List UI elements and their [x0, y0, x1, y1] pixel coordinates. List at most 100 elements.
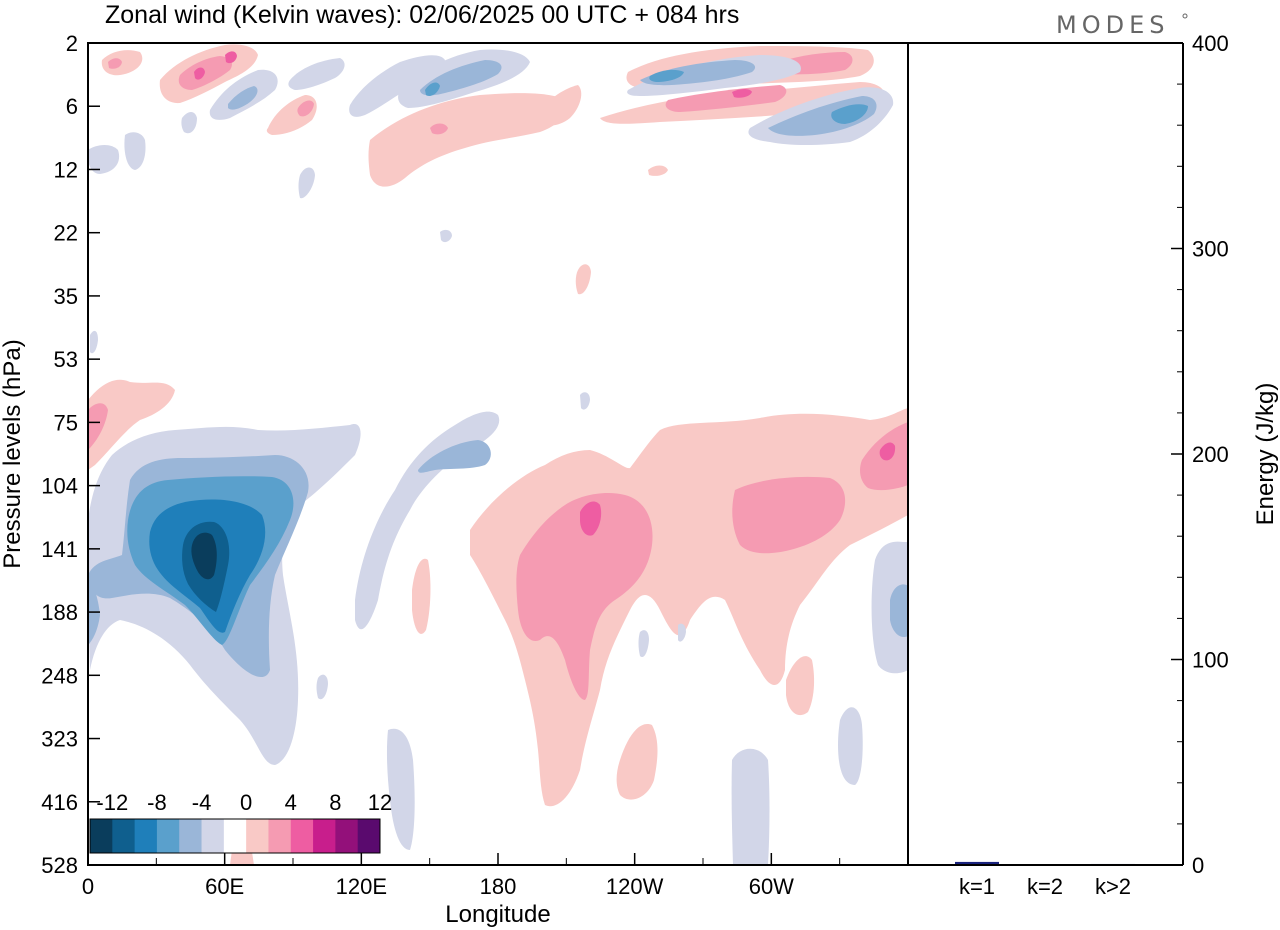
contour-westerly-240w-low	[786, 656, 815, 716]
y-tick-label: 6	[66, 94, 78, 119]
colorbar-label: 4	[285, 790, 297, 815]
y-tick-label: 104	[41, 474, 78, 499]
colorbar-labels: -12 -8 -4 0 4 8 12	[96, 790, 392, 815]
logo-registered-mark	[1182, 13, 1188, 19]
modes-logo: MODES	[1056, 11, 1169, 39]
contour-upper-westerly-80e-4	[297, 100, 314, 117]
contour-upper-westerly-10e-4	[108, 58, 122, 69]
energy-bar-chart: 0 100 200 300 400 k=1 k=2 k>2 Energy (J/kg)	[908, 31, 1279, 899]
colorbar-label: 0	[240, 790, 252, 815]
contour-upper-westerly-mid	[575, 264, 591, 295]
colorbar-swatch	[357, 819, 381, 853]
energy-categories: k=1 k=2 k>2	[959, 874, 1131, 899]
y-tick-label: 2	[66, 31, 78, 56]
y-tick-label: 12	[54, 157, 78, 182]
colorbar-label: -12	[96, 790, 128, 815]
contour-upper-easterly-mid	[298, 167, 315, 199]
pressure-axis: 2 6 12 22 35 53 75 104 141 188 248 323 416 528	[41, 31, 100, 878]
contour-westerly-75	[88, 379, 175, 470]
x-tick-label: 60W	[749, 874, 794, 899]
x-tick-label: 120W	[606, 874, 664, 899]
contour-easterly-110w-small	[678, 623, 686, 642]
colorbar-swatches	[89, 818, 381, 854]
contour-easterly-170e	[355, 411, 500, 630]
contour-upper-westerly-40e-8b	[225, 51, 237, 64]
y-tick-label: 141	[41, 537, 78, 562]
y-axis-title: Pressure levels (hPa)	[0, 339, 26, 568]
y-tick-label: 35	[54, 284, 78, 309]
contour-westerly-4	[516, 493, 653, 700]
x-tick-label: 180	[480, 874, 517, 899]
contour-easterly-120e-mid	[580, 392, 590, 410]
contour-easterly-0e-upper	[90, 330, 98, 354]
contour-upper-westerly-180	[540, 85, 582, 126]
contour-upper-westerly-205w-8	[732, 89, 752, 98]
energy-tick-label: 0	[1192, 853, 1204, 878]
contour-upper-westerly-40e-8	[194, 67, 205, 80]
contour-upper-easterly-0e	[88, 145, 120, 174]
colorbar-swatch	[268, 819, 292, 853]
longitude-axis: 0 60E 120E 180 120W 60W	[82, 853, 841, 899]
contour-upper-westerly-150e-4	[430, 123, 448, 135]
chart-title: Zonal wind (Kelvin waves): 02/06/2025 00…	[105, 1, 739, 29]
energy-tick-label: 200	[1192, 442, 1229, 467]
energy-tick-label: 400	[1192, 31, 1229, 56]
colorbar-border	[89, 818, 381, 854]
contour-westerly-lower	[616, 724, 658, 800]
contour-upper-westerly-270w-mid	[648, 165, 668, 176]
contour-westerly-wp-8	[879, 442, 896, 461]
contour-easterly-dateline-east	[871, 541, 908, 674]
contour-upper-westerly-205w-4	[665, 85, 787, 112]
y-tick-label: 323	[41, 727, 78, 752]
contour-easterly-lowest	[386, 728, 415, 850]
colorbar-swatch	[90, 819, 113, 853]
energy-category-label: k=1	[959, 874, 995, 899]
contour-upper-easterly-50e-4	[228, 86, 258, 110]
colorbar-swatch	[156, 819, 180, 853]
energy-category-label: k=2	[1027, 874, 1063, 899]
contour-easterly-330w	[838, 707, 863, 785]
contour-upper-easterly-40e-low	[181, 112, 197, 134]
contour-upper-easterly-330w-8	[831, 104, 868, 124]
y-tick-label: 75	[54, 410, 78, 435]
contour-upper-westerly-10e	[101, 50, 143, 76]
colorbar-label: -4	[192, 790, 212, 815]
x-axis-title: Longitude	[445, 901, 550, 928]
contour-easterly-170e-4	[418, 440, 491, 473]
x-tick-label: 120E	[336, 874, 387, 899]
contour-upper-easterly-80e	[288, 58, 345, 90]
contour-easterly-130w-small	[638, 630, 649, 658]
contour-upper-easterly-mid2	[440, 229, 452, 243]
contour-easterly-80e-small	[316, 674, 328, 700]
colorbar-swatch	[179, 819, 203, 853]
colorbar-swatch	[335, 819, 359, 853]
contour-easterly-300w	[731, 748, 770, 865]
contour-upper-easterly-130e-8	[425, 82, 440, 96]
contour-easterly-dateline-east-4	[890, 584, 908, 638]
energy-bar	[955, 861, 999, 865]
contour-upper-easterly-250w-8	[649, 69, 684, 82]
colorbar-label: 12	[368, 790, 392, 815]
colorbar-label: -8	[147, 790, 167, 815]
colorbar-swatch	[313, 819, 336, 853]
x-tick-label: 60E	[205, 874, 244, 899]
y-tick-label: 22	[54, 221, 78, 246]
y-tick-label: 53	[54, 347, 78, 372]
y-tick-label: 528	[41, 853, 78, 878]
contour-easterly-0e	[88, 575, 100, 645]
colorbar-swatch	[134, 819, 158, 853]
energy-tick-label: 100	[1192, 648, 1229, 673]
y-tick-label: 248	[41, 663, 78, 688]
colorbar: -12 -8 -4 0 4 8 12	[89, 790, 392, 854]
contour-easterly-core	[191, 532, 217, 580]
contour-upper-easterly-10e	[124, 132, 146, 170]
colorbar-swatch	[112, 819, 136, 853]
energy-axis: 0 100 200 300 400	[1171, 31, 1229, 878]
contour-westerly-75-4	[88, 403, 108, 450]
contour-upper-westerly-40e-4	[178, 56, 232, 90]
x-tick-label: 0	[82, 874, 94, 899]
heatmap-plot	[88, 44, 908, 865]
contour-westerly-east-4	[732, 476, 846, 554]
y-tick-label: 188	[41, 600, 78, 625]
